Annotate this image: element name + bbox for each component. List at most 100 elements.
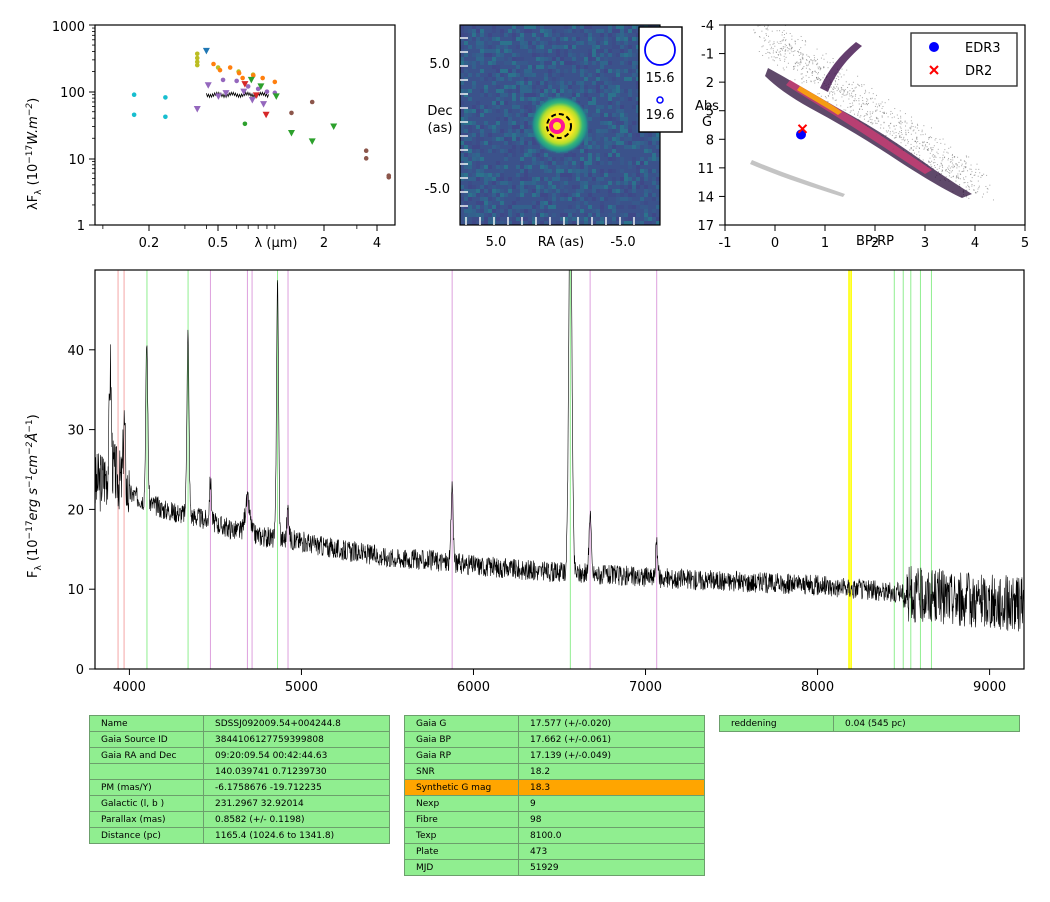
source-blob xyxy=(530,95,590,155)
sed-point xyxy=(245,84,251,89)
cmd-ylabel: G xyxy=(702,115,712,130)
spectrum-ytick: 30 xyxy=(67,424,84,439)
sed-point xyxy=(363,156,369,161)
table-cell-value: 51929 xyxy=(518,859,705,876)
legend-ring-large xyxy=(644,34,676,66)
image-xlabel: RA (as) xyxy=(538,235,584,250)
table-cell-value: 98 xyxy=(518,811,705,828)
sed-point xyxy=(222,90,230,97)
sed-point xyxy=(214,93,222,100)
table-cell-value: 17.662 (+/-0.061) xyxy=(518,731,705,748)
table-cell-value: 3844106127759399808 xyxy=(203,731,390,748)
table-cell-value: 8100.0 xyxy=(518,827,705,844)
legend-edr3-label: EDR3 xyxy=(965,41,1001,56)
sed-point xyxy=(193,105,201,113)
table-row: Plate 473 xyxy=(404,843,705,860)
sed-point xyxy=(308,138,316,145)
spectrum-ytick: 0 xyxy=(76,663,84,678)
table-cell-value: SDSSJ092009.54+004244.8 xyxy=(203,715,390,732)
spectrum-ylabel: Fλ (10−17erg s−1cm−2Å−1) xyxy=(25,414,44,578)
sed-point xyxy=(255,86,261,92)
table-cell-value: -6.1758676 -19.712235 xyxy=(203,779,390,796)
table-row: Gaia G 17.577 (+/-0.020) xyxy=(404,715,705,732)
table-cell-key: Gaia Source ID xyxy=(89,731,204,748)
sed-point xyxy=(240,88,248,96)
table-cell-key: Texp xyxy=(404,827,519,844)
sed-point xyxy=(264,89,270,94)
spectrum-xtick: 4000 xyxy=(113,680,146,695)
table-cell-key: Fibre xyxy=(404,811,519,828)
sed-point xyxy=(194,51,200,57)
image-legend: 15.6 19.6 xyxy=(638,26,683,133)
legend-mag: 15.6 xyxy=(646,71,675,86)
sed-point xyxy=(234,78,239,84)
table-cell-key: Gaia G xyxy=(404,715,519,732)
sed-point xyxy=(227,65,233,70)
table-row: Distance (pc) 1165.4 (1024.6 to 1341.8) xyxy=(89,827,390,844)
image-xtick: -5.0 xyxy=(610,235,635,250)
spectrum-ytick: 20 xyxy=(67,503,84,518)
table-row: Fibre 98 xyxy=(404,811,705,828)
table-cell-value: 09:20:09.54 00:42:44.63 xyxy=(203,747,390,764)
table-row: Gaia Source ID 3844106127759399808 xyxy=(89,731,390,748)
cmd-giant-branch xyxy=(820,42,862,92)
table-cell-value: 1165.4 (1024.6 to 1341.8) xyxy=(203,827,390,844)
spectrum-ytick: 10 xyxy=(67,583,84,598)
spectrum-panel: 0 10 20 30 40 4000 5000 6000 7000 8000 9000 Fλ (10… xyxy=(25,269,1025,695)
table-cell-value: 140.039741 0.71239730 xyxy=(203,763,390,780)
cmd-xtick: -1 xyxy=(719,236,732,251)
table-cell-key: Gaia BP xyxy=(404,731,519,748)
info-table-photometry: Gaia G 17.577 (+/-0.020) Gaia BP 17.662 (+/… xyxy=(404,715,705,876)
table-row: 140.039741 0.71239730 xyxy=(89,763,390,780)
spectrum-xtick: 7000 xyxy=(629,680,662,695)
table-row: Galactic (l, b ) 231.2967 32.92014 xyxy=(89,795,390,812)
table-row: reddening 0.04 (545 pc) xyxy=(719,715,1020,732)
cmd-ytick: 11 xyxy=(697,162,714,177)
sed-point xyxy=(204,82,212,89)
sed-y-ticks: 1 10 100 1000 xyxy=(52,20,95,234)
sed-point xyxy=(163,114,168,120)
info-table-source: Name SDSSJ092009.54+004244.8 Gaia Source I… xyxy=(89,715,390,844)
spectrum-ytick: 40 xyxy=(67,344,84,359)
sed-point xyxy=(241,81,249,88)
image-xtick: 5.0 xyxy=(486,235,507,250)
legend-dr2-label: DR2 xyxy=(965,64,992,79)
table-row: Texp 8100.0 xyxy=(404,827,705,844)
sed-point xyxy=(272,79,278,85)
spectrum-ticks: 0 10 20 30 40 4000 5000 6000 7000 8000 9000 xyxy=(67,344,1006,695)
table-cell-key: Parallax (mas) xyxy=(89,811,204,828)
cmd-ytick: -4 xyxy=(701,19,714,34)
cmd-white-dwarf-sequence xyxy=(750,160,845,197)
table-cell-key: Nexp xyxy=(404,795,519,812)
table-row: Synthetic G mag 18.3 xyxy=(404,779,705,796)
sed-point xyxy=(194,59,200,65)
image-ylabel: Dec xyxy=(427,104,452,119)
sed-point xyxy=(248,96,256,104)
sed-point xyxy=(240,75,245,81)
cmd-xtick: 1 xyxy=(821,236,829,251)
sed-point xyxy=(247,76,255,84)
table-row: Gaia RA and Dec 09:20:09.54 00:42:44.63 xyxy=(89,747,390,764)
table-cell-key: SNR xyxy=(404,763,519,780)
sed-point xyxy=(242,121,248,127)
table-cell-key: Synthetic G mag xyxy=(404,779,519,796)
sed-point xyxy=(194,55,200,61)
cmd-ytick: 5 xyxy=(706,105,714,120)
table-cell-value: 0.8582 (+/- 0.1198) xyxy=(203,811,390,828)
table-cell-value: 9 xyxy=(518,795,705,812)
spectrum-xtick: 5000 xyxy=(285,680,318,695)
sed-point xyxy=(211,61,216,67)
sed-point xyxy=(262,111,270,119)
sed-point xyxy=(257,83,265,90)
sed-point xyxy=(289,110,294,116)
cmd-legend: EDR3 DR2 xyxy=(910,32,1018,87)
table-cell-key: Plate xyxy=(404,843,519,860)
sed-xtick: 4 xyxy=(373,236,381,251)
sed-point xyxy=(386,174,392,180)
table-row: Name SDSSJ092009.54+004244.8 xyxy=(89,715,390,732)
table-row: Gaia RP 17.139 (+/-0.049) xyxy=(404,747,705,764)
sed-point xyxy=(330,123,338,131)
cmd-ytick: -1 xyxy=(701,48,714,63)
legend-ring-small xyxy=(656,96,664,104)
table-row: PM (mas/Y) -6.1758676 -19.712235 xyxy=(89,779,390,796)
